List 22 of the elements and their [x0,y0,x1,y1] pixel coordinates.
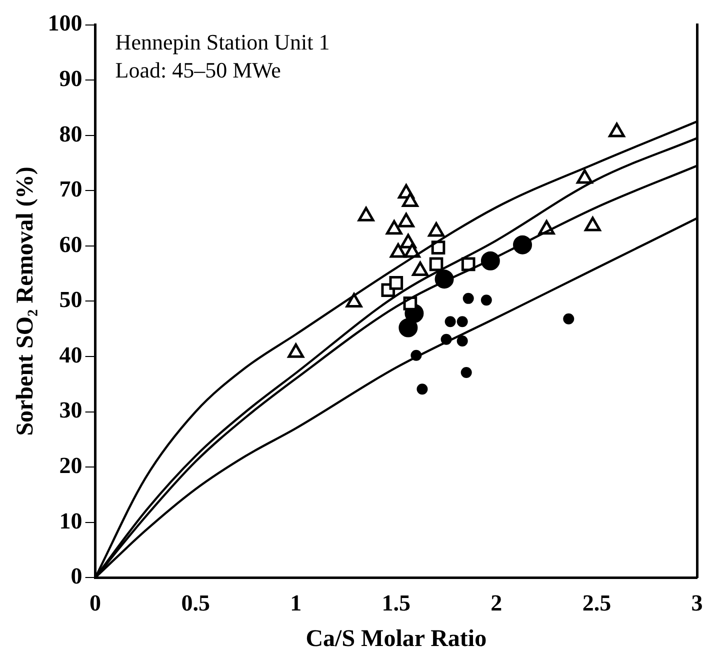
y-tick-label: 40 [59,342,82,368]
y-tick-label: 50 [59,287,82,312]
y-tick-label: 0 [70,564,82,589]
x-tick-label: 3 [691,590,703,616]
y-tick-label: 90 [59,66,82,92]
x-tick-label: 2 [490,590,502,616]
x-tick-label: 0 [90,590,102,616]
y-axis-title: Sorbent SO₂ Removal (%) [12,166,39,436]
x-tick-label: 2.5 [582,590,612,616]
annotation: Load: 45–50 MWe [115,58,281,83]
y-tick-label: 60 [59,232,82,257]
x-tick-label: 1.5 [382,590,411,616]
y-tick-label: 70 [59,176,82,202]
y-tick-label: 10 [59,508,82,534]
x-axis-title: Ca/S Molar Ratio [306,626,487,652]
x-tick-label: 0.5 [181,590,210,616]
y-tick-label: 20 [59,452,82,478]
x-tick-label: 1 [290,590,302,616]
y-tick-label: 30 [59,398,82,423]
y-tick-label: 100 [48,10,82,36]
y-tick-label: 80 [59,121,82,146]
annotation: Hennepin Station Unit 1 [115,30,330,55]
